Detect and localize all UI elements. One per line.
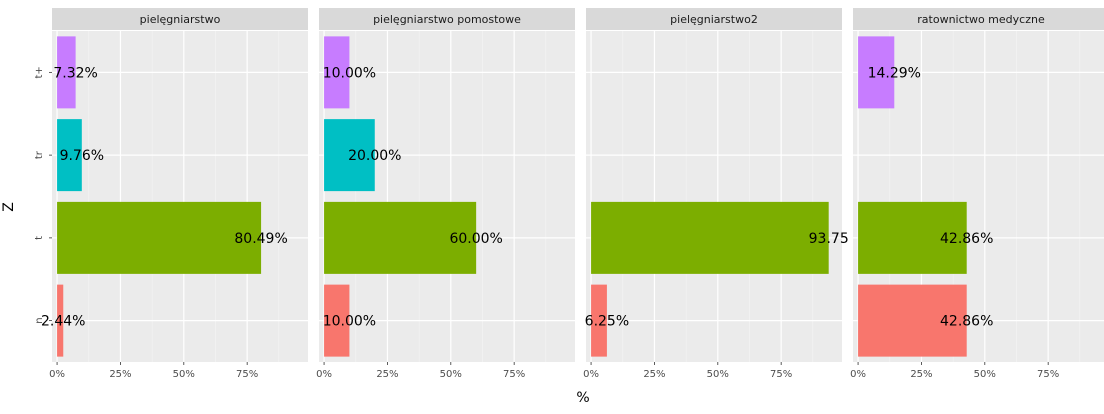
bar-value-label: 93.75	[809, 231, 849, 247]
y-tick-label: t	[34, 236, 45, 240]
bar	[324, 201, 477, 274]
x-tick-label: 0%	[850, 369, 866, 380]
y-tick-label: n	[34, 317, 45, 323]
bar	[57, 119, 82, 192]
y-tick-label: tr	[34, 150, 45, 159]
bar-value-label: 14.29%	[868, 65, 921, 81]
bar-value-label: 60.00%	[449, 231, 502, 247]
panels-layer: pielęgniarstwo 0% 25% 50% 75% 2.44% 80.49% 9.76…	[41, 8, 1104, 380]
bar-value-label: 6.25%	[585, 314, 629, 330]
bar-value-label: 20.00%	[348, 148, 401, 164]
bar	[858, 36, 895, 109]
x-tick-label: 0%	[316, 369, 332, 380]
bar-value-label: 9.76%	[60, 148, 104, 164]
facet-panel: pielęgniarstwo pomostowe 0% 25% 50% 75% 10.00…	[316, 8, 575, 380]
y-tick-label: t+	[34, 66, 45, 78]
bar	[57, 201, 262, 274]
bar-value-label: 10.00%	[323, 65, 376, 81]
panel-background	[52, 31, 308, 362]
x-tick-label: 25%	[109, 369, 131, 380]
facet-panel: pielęgniarstwo 0% 25% 50% 75% 2.44% 80.49% 9.76…	[41, 8, 308, 380]
x-tick-label: 50%	[173, 369, 195, 380]
bar	[858, 201, 967, 274]
bar-value-label: 10.00%	[323, 314, 376, 330]
x-tick-label: 25%	[643, 369, 665, 380]
bar-value-label: 80.49%	[234, 231, 287, 247]
bar-value-label: 2.44%	[41, 314, 85, 330]
bar	[57, 284, 64, 357]
x-tick-label: 0%	[583, 369, 599, 380]
bar	[591, 284, 607, 357]
panel-background	[319, 31, 575, 362]
x-tick-label: 75%	[1037, 369, 1059, 380]
x-tick-label: 75%	[236, 369, 258, 380]
facet-strip	[586, 8, 842, 30]
x-tick-label: 50%	[707, 369, 729, 380]
facet-panel: pielęgniarstwo2 0% 25% 50% 75% 6.25% 93.75	[583, 8, 849, 380]
x-axis-title: %	[576, 390, 589, 406]
panel-background	[586, 31, 842, 362]
facet-strip-label: pielęgniarstwo	[140, 13, 221, 26]
bar	[57, 36, 76, 109]
x-tick-label: 25%	[910, 369, 932, 380]
bar-value-label: 42.86%	[940, 314, 993, 330]
x-tick-label: 25%	[376, 369, 398, 380]
facet-strip-label: pielęgniarstwo pomostowe	[373, 13, 521, 26]
bar	[324, 36, 350, 109]
bar-value-label: 7.32%	[53, 65, 97, 81]
bar-value-label: 42.86%	[940, 231, 993, 247]
x-tick-label: 50%	[440, 369, 462, 380]
x-tick-label: 50%	[974, 369, 996, 380]
x-tick-label: 0%	[49, 369, 65, 380]
bar	[591, 201, 829, 274]
bar	[324, 284, 350, 357]
facet-strip	[853, 8, 1104, 30]
x-tick-label: 75%	[770, 369, 792, 380]
facet-strip-label: pielęgniarstwo2	[670, 13, 758, 26]
facet-strip	[319, 8, 575, 30]
facet-strip	[52, 8, 308, 30]
bar	[858, 284, 967, 357]
y-axis: n t tr t+	[34, 66, 52, 324]
facet-panel: ratownictwo medyczne 0% 25% 50% 75% 42.86% 42.…	[850, 8, 1104, 380]
y-axis-title: Z	[1, 202, 17, 212]
bar	[324, 119, 375, 192]
facet-strip-label: ratownictwo medyczne	[917, 13, 1045, 26]
x-tick-label: 75%	[503, 369, 525, 380]
